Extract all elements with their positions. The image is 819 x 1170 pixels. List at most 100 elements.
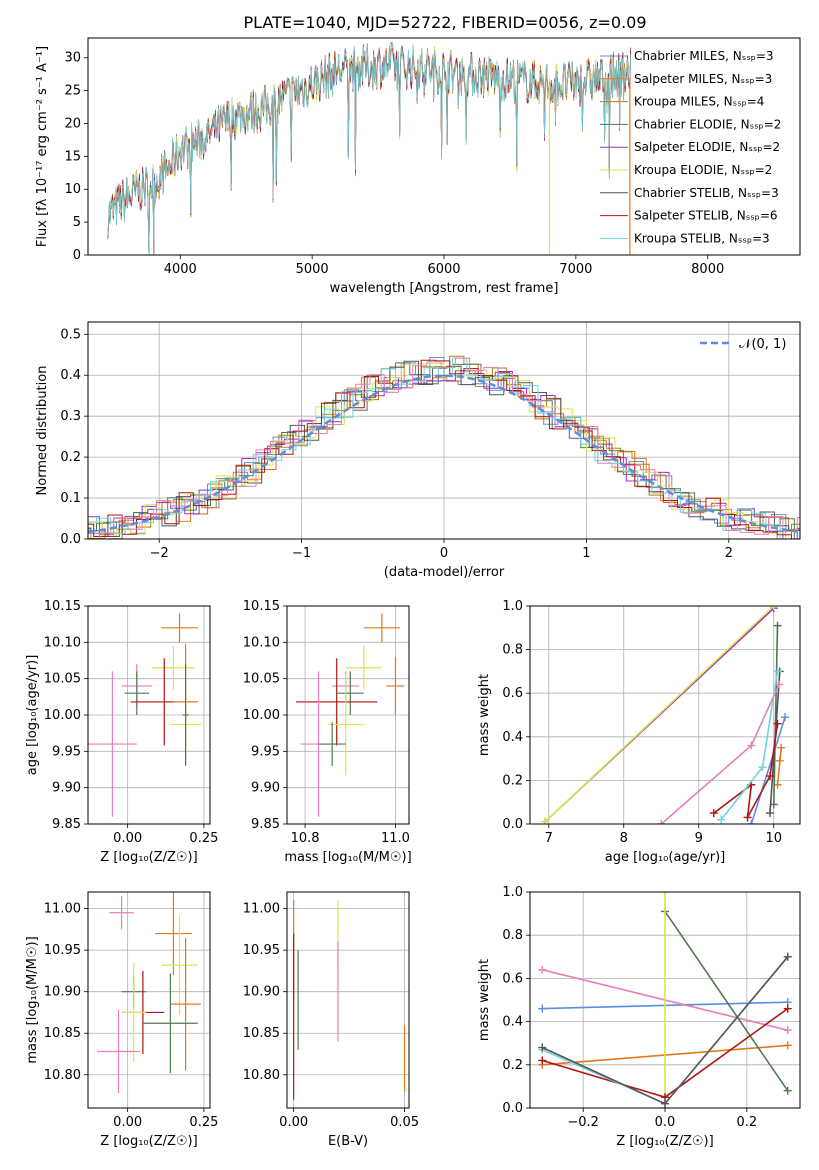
weight-marker <box>766 772 774 781</box>
weight-line <box>773 625 779 805</box>
age_vs_mass-axes: 10.8 11.0 9.85 9.90 9.95 10.00 10.05 10.10 10.15… <box>243 599 412 865</box>
spectrum-series-line <box>107 43 632 255</box>
y-tick-label: 0.5 <box>60 327 81 342</box>
x-tick-label: 7 <box>545 831 553 846</box>
residual-histograms <box>88 355 800 539</box>
x-axis-label: age [log₁₀(age/yr)] <box>605 850 726 865</box>
y-tick-label: 0.8 <box>502 643 523 658</box>
x-axis-label: Z [log₁₀(Z/Z☉)] <box>100 1134 197 1149</box>
x-axis-label: Z [log₁₀(Z/Z☉)] <box>100 850 197 865</box>
spectrum-series-line <box>107 42 632 255</box>
weight-marker <box>777 743 786 752</box>
weight-line <box>544 606 775 823</box>
y-axis-label: Flux [fλ 10⁻¹⁷ erg cm⁻² s⁻¹ A⁻¹] <box>35 46 50 247</box>
legend-label: Salpeter STELIB, Nₛₛₚ=6 <box>634 209 778 223</box>
y-tick-label: 10.10 <box>44 635 81 650</box>
weight-marker <box>773 667 782 676</box>
weight-marker <box>538 965 547 974</box>
x-tick-label: −2 <box>150 546 169 561</box>
y-tick-label: 10.80 <box>44 1068 81 1083</box>
y-tick-label: 0.4 <box>502 730 523 745</box>
spectrum-legend: Chabrier MILES, Nₛₛₚ=3 Salpeter MILES, Nₛ… <box>600 49 781 245</box>
histogram-step <box>88 370 800 539</box>
x-tick-label: 0.25 <box>189 1115 218 1130</box>
weight-marker <box>783 1086 792 1095</box>
x-tick-label: 1 <box>582 546 590 561</box>
x-tick-label: 0.00 <box>279 1115 308 1130</box>
y-tick-label: 10.10 <box>243 635 280 650</box>
histogram-step <box>88 357 800 539</box>
mass_vs_ebv-axes: 0.00 0.05 10.80 10.85 10.90 10.95 11.00 E(B-V) <box>243 892 419 1149</box>
weight_vs_Z-lines <box>538 892 792 1108</box>
y-tick-label: 10.95 <box>44 943 81 958</box>
histogram-step <box>88 357 800 539</box>
x-tick-label: 4000 <box>164 262 197 277</box>
y-tick-label: 9.85 <box>251 817 280 832</box>
legend-label: Chabrier ELODIE, Nₛₛₚ=2 <box>634 117 781 131</box>
y-tick-label: 0.3 <box>60 409 81 424</box>
weight_vs_age-axes: 7 8 9 10 0.0 0.2 0.4 0.6 0.8 1.0 age [log₁₀(age/yr… <box>477 599 800 865</box>
y-tick-label: 0.1 <box>60 491 81 506</box>
x-axis-label: wavelength [Angstrom, rest frame] <box>330 281 559 296</box>
y-tick-label: 25 <box>64 84 81 99</box>
y-tick-label: 0.4 <box>60 368 81 383</box>
y-tick-label: 11.00 <box>243 902 280 917</box>
x-tick-label: 0.2 <box>736 1115 757 1130</box>
y-tick-label: 10.15 <box>243 599 280 614</box>
y-tick-label: 0.0 <box>60 532 81 547</box>
spectrum-series-line <box>107 42 632 255</box>
axes-frame <box>529 891 801 1109</box>
y-tick-label: 30 <box>64 51 81 66</box>
axes-frame <box>286 605 410 825</box>
x-tick-label: 2 <box>725 546 733 561</box>
y-axis-label: mass weight <box>477 959 492 1041</box>
figure-title: PLATE=1040, MJD=52722, FIBERID=0056, z=0… <box>243 13 646 32</box>
x-tick-label: 9 <box>695 831 703 846</box>
legend-label: Chabrier MILES, Nₛₛₚ=3 <box>634 49 774 63</box>
weight-marker <box>773 719 782 728</box>
x-tick-label: 0.05 <box>390 1115 419 1130</box>
y-tick-label: 10.85 <box>44 1026 81 1041</box>
x-tick-label: 10.8 <box>291 831 320 846</box>
y-tick-label: 1.0 <box>502 885 523 900</box>
x-axis-label: (data-model)/error <box>384 565 505 580</box>
age_vs_Z-axes: 0.00 0.25 9.85 9.90 9.95 10.00 10.05 10.10 10.15… <box>25 599 218 865</box>
weight-marker <box>661 1099 669 1108</box>
x-axis-label: mass [log₁₀(M/M☉)] <box>284 850 411 865</box>
weight-marker <box>538 1056 547 1065</box>
y-tick-label: 9.85 <box>52 817 81 832</box>
legend-label: Kroupa STELIB, Nₛₛₚ=3 <box>634 231 770 245</box>
weight-line <box>750 716 786 824</box>
y-axis-label: age [log₁₀(age/yr)] <box>25 655 40 776</box>
y-tick-label: 0.2 <box>60 450 81 465</box>
weight-marker <box>783 952 792 961</box>
y-tick-label: 10.05 <box>243 672 280 687</box>
x-tick-label: 11.0 <box>381 831 410 846</box>
y-tick-label: 10.90 <box>44 985 81 1000</box>
axes-frame <box>87 321 801 540</box>
age_vs_Z-errorbars <box>88 613 201 817</box>
weight-marker <box>773 621 782 630</box>
y-tick-label: 11.00 <box>44 902 81 917</box>
y-tick-label: 9.95 <box>251 744 280 759</box>
x-axis-label: Z [log₁₀(Z/Z☉)] <box>616 1134 713 1149</box>
y-tick-label: 9.90 <box>52 781 81 796</box>
weight-marker <box>781 713 789 722</box>
weight-marker <box>717 815 726 824</box>
spectrum-series-line <box>107 43 632 255</box>
x-tick-label: 0.00 <box>113 1115 142 1130</box>
spectrum-lines <box>107 42 632 255</box>
legend-label: Salpeter ELODIE, Nₛₛₚ=2 <box>634 140 780 154</box>
weight-marker <box>758 763 767 772</box>
weight-marker <box>538 1004 547 1013</box>
y-axis-label: Normed distribution <box>35 366 50 496</box>
y-tick-label: 15 <box>64 149 81 164</box>
y-tick-label: 10.80 <box>243 1068 280 1083</box>
axes-frame <box>87 37 801 256</box>
x-tick-label: 5000 <box>296 262 329 277</box>
y-axis-label: mass weight <box>477 674 492 756</box>
y-tick-label: 10.85 <box>243 1026 280 1041</box>
y-tick-label: 0.2 <box>502 1058 523 1073</box>
x-axis-label: E(B-V) <box>328 1134 368 1149</box>
